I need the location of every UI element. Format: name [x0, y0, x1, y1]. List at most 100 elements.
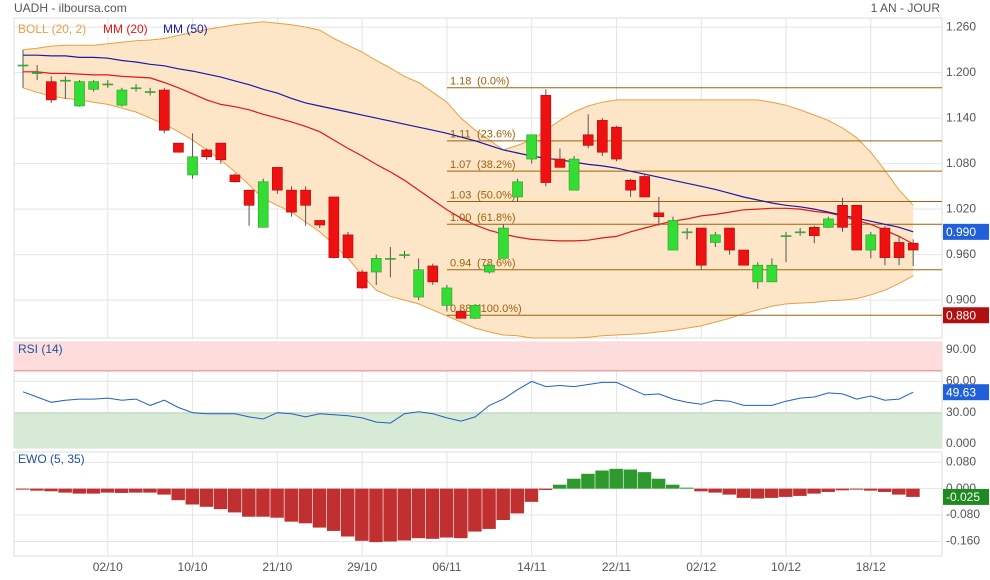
ewo-bar	[242, 488, 256, 517]
candle-body	[286, 189, 297, 213]
candle-body	[130, 87, 142, 90]
fib-percent: (100.0%)	[477, 303, 522, 315]
fib-level: 1.03	[450, 189, 471, 201]
price-panel	[13, 17, 943, 339]
ewo-bar	[807, 488, 821, 494]
ewo-bar	[340, 488, 355, 537]
candle-body	[540, 95, 552, 183]
y-tick-label: 0.900	[946, 292, 976, 306]
candle-body	[710, 234, 721, 243]
ewo-bar	[227, 488, 242, 513]
chart-title: UADH - ilboursa.com	[14, 1, 127, 15]
ewo-bar	[680, 487, 694, 489]
ewo-bar	[185, 488, 200, 505]
fib-level: 0.94	[450, 258, 471, 270]
fib-percent: (23.6%)	[477, 129, 516, 141]
ewo-bar	[736, 488, 751, 498]
ewo-bar	[496, 488, 510, 521]
candle-body	[88, 81, 99, 90]
y-tick-label: 1.200	[946, 65, 976, 79]
ewo-bar	[623, 469, 638, 489]
candle-body	[272, 167, 283, 191]
ewo-panel	[13, 451, 943, 557]
ewo-bar	[58, 488, 72, 493]
ewo-bar	[750, 488, 765, 499]
x-tick-label: 02/12	[686, 560, 716, 574]
rsi-line	[22, 380, 914, 424]
ewo-bar	[199, 488, 214, 507]
candle-body	[879, 227, 891, 258]
legend-label: BOLL (20, 2)	[18, 22, 86, 36]
ewo-bar	[835, 488, 850, 491]
panel-title: EWO (5, 35)	[18, 452, 85, 466]
x-tick-label: 29/10	[347, 560, 377, 574]
candle-body	[173, 142, 184, 153]
legend-label: MM (20)	[103, 22, 148, 36]
candle-body	[17, 64, 29, 67]
candle-body	[116, 89, 128, 106]
candle-body	[469, 305, 481, 319]
candle-body	[455, 311, 467, 319]
ewo-bar	[595, 470, 609, 489]
oversold-zone	[14, 412, 942, 448]
y-tick-label: -0.080	[946, 507, 980, 521]
candle-body	[724, 227, 735, 251]
candle-body	[823, 218, 834, 228]
candle-body	[893, 242, 905, 258]
candle-body	[766, 264, 778, 283]
y-tick-label: 0.000	[946, 436, 976, 450]
ewo-bar	[454, 488, 468, 539]
candle-body	[808, 226, 820, 236]
candle-body	[229, 174, 241, 183]
ewo-bar	[171, 488, 185, 501]
candle-body	[159, 89, 170, 131]
candle-body	[328, 196, 340, 258]
fib-percent: (0.0%)	[477, 76, 509, 88]
ewo-bar	[468, 488, 482, 532]
x-tick-label: 10/12	[771, 560, 801, 574]
candle-body	[399, 254, 410, 256]
period-label: 1 AN - JOUR	[871, 1, 941, 15]
candle-body	[837, 204, 848, 228]
moving-average	[23, 71, 914, 245]
price-marker	[943, 384, 989, 401]
candle-body	[568, 158, 580, 191]
ewo-bar	[284, 488, 298, 522]
y-tick-label: -0.160	[946, 534, 980, 548]
ewo-bar	[764, 488, 779, 498]
y-tick-label: 90.00	[946, 342, 976, 356]
bollinger-band	[23, 21, 914, 339]
y-tick-label: 1.020	[946, 201, 976, 215]
bollinger-lower	[22, 87, 914, 339]
fib-percent: (61.8%)	[477, 212, 516, 224]
x-tick-label: 02/10	[93, 560, 123, 574]
candle-body	[526, 134, 537, 160]
ewo-bar	[892, 488, 906, 495]
candle-body	[243, 189, 255, 206]
ewo-bar	[72, 488, 87, 494]
fib-level: 1.07	[450, 159, 471, 171]
candle-body	[385, 258, 396, 260]
ewo-bar	[86, 488, 101, 494]
x-tick-label: 14/11	[517, 560, 546, 574]
price-marker-label: 49.63	[946, 385, 976, 399]
ewo-bar	[157, 488, 171, 495]
legend-label: MM (50)	[163, 22, 208, 36]
ewo-bar	[369, 488, 383, 543]
ewo-bar	[355, 488, 369, 541]
y-tick-label: 1.260	[946, 19, 976, 33]
y-tick-label: 0.960	[946, 247, 976, 261]
candle-body	[144, 91, 156, 93]
ewo-bar	[906, 488, 920, 497]
candle-body	[413, 269, 424, 298]
ewo-bar	[877, 488, 892, 492]
candle-body	[625, 179, 636, 191]
candle-body	[370, 258, 382, 273]
y-tick-label: 1.080	[946, 156, 976, 170]
price-marker	[943, 223, 989, 240]
ewo-bar	[609, 468, 623, 489]
candle-body	[653, 212, 665, 217]
fib-percent: (78.6%)	[477, 258, 516, 270]
candle-body	[865, 234, 877, 251]
